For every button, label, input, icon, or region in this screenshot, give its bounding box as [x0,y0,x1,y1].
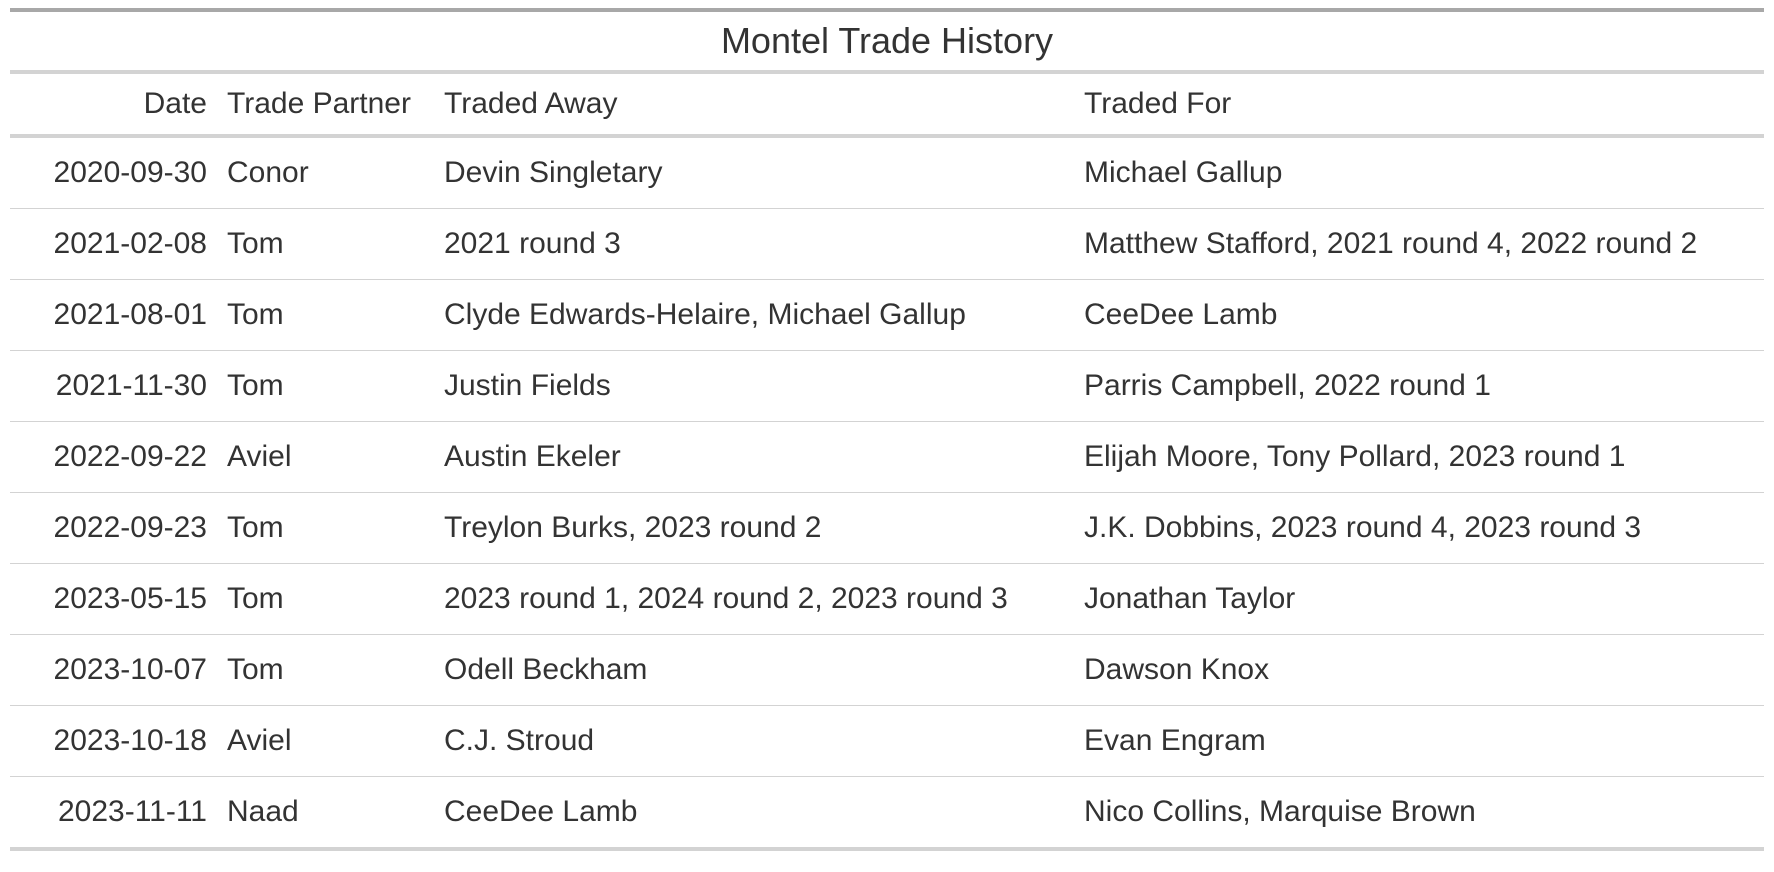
cell-date: 2020-09-30 [10,136,217,209]
cell-traded-away: Clyde Edwards-Helaire, Michael Gallup [434,279,1074,351]
table-row: 2021-02-08 Tom 2021 round 3 Matthew Staf… [10,208,1764,280]
cell-traded-for: J.K. Dobbins, 2023 round 4, 2023 round 3 [1074,492,1764,564]
cell-date: 2021-11-30 [10,350,217,422]
cell-traded-away: 2023 round 1, 2024 round 2, 2023 round 3 [434,563,1074,635]
cell-traded-away: Treylon Burks, 2023 round 2 [434,492,1074,564]
cell-traded-for: Nico Collins, Marquise Brown [1074,776,1764,851]
table-row: 2022-09-23 Tom Treylon Burks, 2023 round… [10,492,1764,564]
table-row: 2023-10-18 Aviel C.J. Stroud Evan Engram [10,705,1764,777]
cell-traded-for: Jonathan Taylor [1074,563,1764,635]
column-header-trade-partner: Trade Partner [217,74,434,138]
table-row: 2023-05-15 Tom 2023 round 1, 2024 round … [10,563,1764,635]
cell-date: 2022-09-22 [10,421,217,493]
table-title: Montel Trade History [10,12,1764,74]
cell-traded-away: Austin Ekeler [434,421,1074,493]
table-row: 2022-09-22 Aviel Austin Ekeler Elijah Mo… [10,421,1764,493]
cell-traded-away: Justin Fields [434,350,1074,422]
cell-trade-partner: Tom [217,350,434,422]
cell-trade-partner: Aviel [217,705,434,777]
cell-traded-away: 2021 round 3 [434,208,1074,280]
cell-trade-partner: Tom [217,634,434,706]
cell-trade-partner: Tom [217,208,434,280]
trade-history-table: Date Trade Partner Traded Away Traded Fo… [10,74,1764,851]
cell-date: 2023-10-07 [10,634,217,706]
cell-traded-away: Devin Singletary [434,136,1074,209]
cell-trade-partner: Tom [217,279,434,351]
cell-traded-for: CeeDee Lamb [1074,279,1764,351]
cell-trade-partner: Naad [217,776,434,851]
cell-traded-for: Dawson Knox [1074,634,1764,706]
table-row: 2023-11-11 Naad CeeDee Lamb Nico Collins… [10,776,1764,851]
cell-trade-partner: Aviel [217,421,434,493]
cell-trade-partner: Tom [217,563,434,635]
trade-history-table-container: Montel Trade History Date Trade Partner … [10,8,1764,851]
cell-traded-away: CeeDee Lamb [434,776,1074,851]
column-header-traded-for: Traded For [1074,74,1764,138]
table-row: 2021-11-30 Tom Justin Fields Parris Camp… [10,350,1764,422]
cell-trade-partner: Tom [217,492,434,564]
cell-date: 2021-08-01 [10,279,217,351]
cell-traded-for: Michael Gallup [1074,136,1764,209]
cell-traded-for: Parris Campbell, 2022 round 1 [1074,350,1764,422]
cell-date: 2023-05-15 [10,563,217,635]
cell-trade-partner: Conor [217,136,434,209]
cell-traded-for: Evan Engram [1074,705,1764,777]
cell-date: 2021-02-08 [10,208,217,280]
table-row: 2021-08-01 Tom Clyde Edwards-Helaire, Mi… [10,279,1764,351]
table-row: 2023-10-07 Tom Odell Beckham Dawson Knox [10,634,1764,706]
cell-traded-for: Matthew Stafford, 2021 round 4, 2022 rou… [1074,208,1764,280]
cell-traded-away: C.J. Stroud [434,705,1074,777]
cell-date: 2023-11-11 [10,776,217,851]
cell-date: 2023-10-18 [10,705,217,777]
table-top-rule [10,8,1764,12]
cell-date: 2022-09-23 [10,492,217,564]
table-row: 2020-09-30 Conor Devin Singletary Michae… [10,136,1764,209]
column-header-traded-away: Traded Away [434,74,1074,138]
cell-traded-for: Elijah Moore, Tony Pollard, 2023 round 1 [1074,421,1764,493]
table-header-row: Date Trade Partner Traded Away Traded Fo… [10,74,1764,138]
column-header-date: Date [10,74,217,138]
cell-traded-away: Odell Beckham [434,634,1074,706]
